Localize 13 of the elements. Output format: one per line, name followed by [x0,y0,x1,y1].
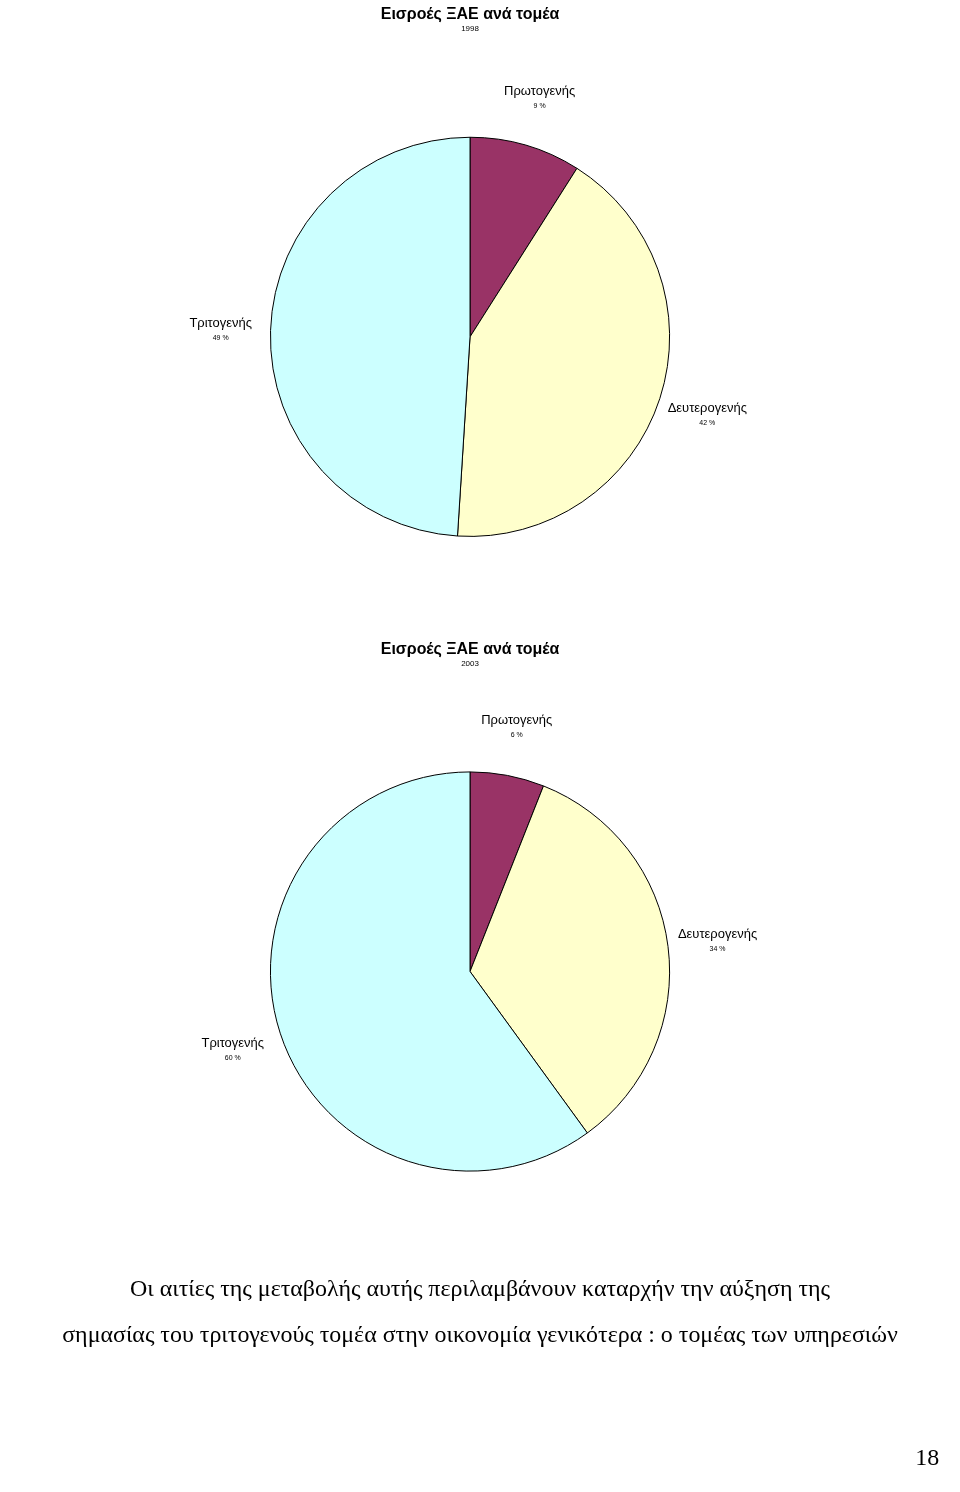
text: 18 [915,1444,940,1471]
slice-label: Δευτερογενής [667,399,747,415]
text: σημασίας του τριτογενούς τομέα στην οικονομία γενικότερα : ο τομέας των υπηρεσιών [62,1320,898,1347]
chart-subtitle: 1998 [461,24,480,34]
chart-title: Εισροές ΞΑΕ ανά τομέα [380,5,560,24]
slice-label: Πρωτογενής [504,83,576,99]
slice-label: Τριτογενής [201,1034,265,1050]
chart-title: Εισροές ΞΑΕ ανά τομέα [380,640,560,659]
text: Οι αιτίες της μεταβολής αυτής περιλαμβάνουν καταρχήν την αύξηση της [129,1274,831,1301]
slice-label: Τριτογενής [189,315,252,331]
slice-label: Πρωτογενής [481,712,553,728]
slice-label: Δευτερογενής [677,926,758,942]
chart-subtitle: 2003 [461,659,480,669]
